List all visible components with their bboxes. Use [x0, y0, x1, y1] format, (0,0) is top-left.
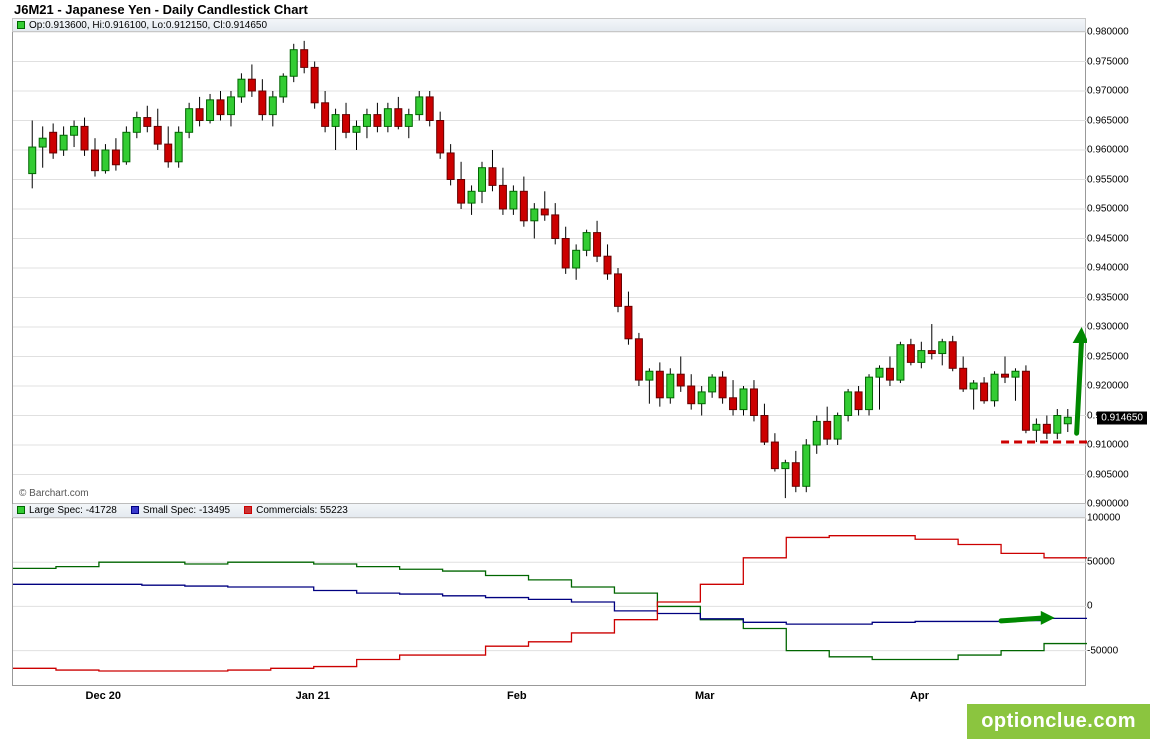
y-tick-label: 0.950000 [1087, 204, 1129, 215]
cot-pane: -50000050000100000 [12, 518, 1086, 686]
ohlc-bar: Op:0.913600, Hi:0.916100, Lo:0.912150, C… [12, 18, 1086, 32]
x-axis: Dec 20 Jan 21 Feb Mar Apr [12, 686, 1086, 710]
last-price-badge: 0.914650 [1097, 411, 1147, 424]
cot-y-tick-label: -50000 [1087, 645, 1118, 656]
y-tick-label: 0.935000 [1087, 292, 1129, 303]
y-tick-label: 0.975000 [1087, 56, 1129, 67]
cot-chart [13, 518, 1087, 686]
y-tick-label: 0.970000 [1087, 86, 1129, 97]
cot-y-tick-label: 100000 [1087, 513, 1120, 524]
y-tick-label: 0.925000 [1087, 351, 1129, 362]
legend-label: Commercials: 55223 [256, 505, 348, 516]
x-tick-label: Feb [507, 690, 527, 702]
copyright-label: © Barchart.com [19, 488, 89, 499]
cot-y-axis: -50000050000100000 [1087, 518, 1145, 685]
y-tick-label: 0.955000 [1087, 174, 1129, 185]
ohlc-chip-icon [17, 21, 25, 29]
legend-label: Small Spec: -13495 [143, 505, 230, 516]
x-tick-label: Dec 20 [86, 690, 121, 702]
cot-legend-item: Small Spec: -13495 [131, 505, 230, 516]
y-tick-label: 0.940000 [1087, 263, 1129, 274]
legend-chip-icon [131, 506, 139, 514]
y-tick-label: 0.900000 [1087, 499, 1129, 510]
y-tick-label: 0.980000 [1087, 27, 1129, 38]
cot-y-tick-label: 50000 [1087, 557, 1115, 568]
y-tick-label: 0.960000 [1087, 145, 1129, 156]
y-tick-label: 0.905000 [1087, 469, 1129, 480]
x-tick-label: Mar [695, 690, 715, 702]
legend-chip-icon [17, 506, 25, 514]
legend-chip-icon [244, 506, 252, 514]
cot-y-tick-label: 0 [1087, 601, 1093, 612]
cot-legend-bar: Large Spec: -41728 Small Spec: -13495 Comm… [12, 504, 1086, 518]
chart-container: J6M21 - Japanese Yen - Daily Candlestick… [12, 0, 1144, 714]
legend-label: Large Spec: -41728 [29, 505, 117, 516]
x-tick-label: Apr [910, 690, 929, 702]
y-tick-label: 0.965000 [1087, 115, 1129, 126]
watermark-badge: optionclue.com [967, 704, 1150, 739]
ohlc-values: Op:0.913600, Hi:0.916100, Lo:0.912150, C… [29, 20, 267, 31]
x-tick-label: Jan 21 [296, 690, 330, 702]
y-tick-label: 0.910000 [1087, 440, 1129, 451]
cot-legend-item: Commercials: 55223 [244, 505, 348, 516]
cot-legend-item: Large Spec: -41728 [17, 505, 117, 516]
y-tick-label: 0.920000 [1087, 381, 1129, 392]
price-y-axis: 0.9000000.9050000.9100000.9150000.920000… [1087, 32, 1145, 503]
price-pane: 0.9000000.9050000.9100000.9150000.920000… [12, 32, 1086, 504]
y-tick-label: 0.945000 [1087, 233, 1129, 244]
chart-title: J6M21 - Japanese Yen - Daily Candlestick… [12, 0, 1144, 18]
y-tick-label: 0.930000 [1087, 322, 1129, 333]
candlestick-chart [13, 32, 1087, 504]
